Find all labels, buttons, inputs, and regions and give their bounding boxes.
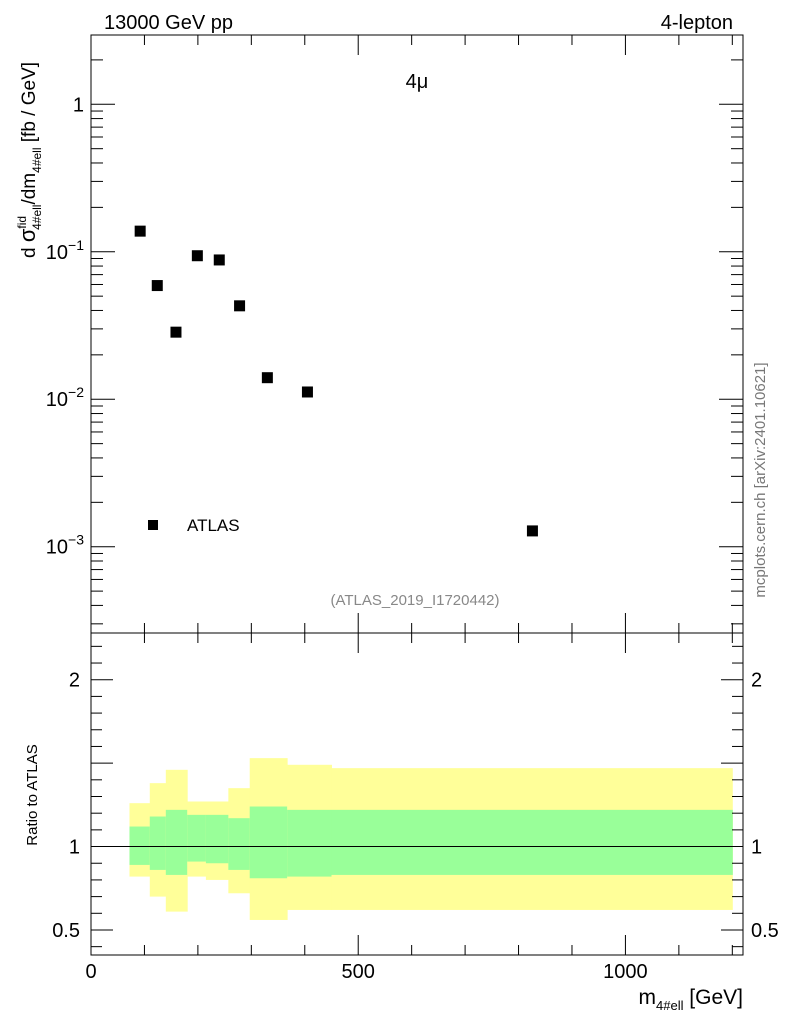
inner-band [228, 818, 251, 870]
inner-band [187, 814, 207, 862]
x-tick-label: 1000 [603, 961, 648, 983]
y-tick-label: 10−1 [46, 237, 84, 264]
header-left: 13000 GeV pp [104, 12, 233, 34]
inner-band [287, 809, 332, 877]
data-point [213, 254, 225, 266]
reference-label: (ATLAS_2019_I1720442) [330, 592, 499, 609]
main-axis-ticks: 1 10−1 10−2 10−3 [46, 35, 743, 633]
ratio-y-tick-label: 1 [69, 837, 80, 859]
ratio-plot-frame [90, 632, 744, 956]
ratio-y-tick-label: 0.5 [52, 920, 80, 942]
main-plot-panel: 1 10−1 10−2 10−3 4μ (ATLAS_2019_I1720442) A… [15, 34, 744, 634]
inner-band [331, 809, 733, 875]
inner-band [249, 806, 288, 879]
inner-band [165, 809, 188, 875]
data-point [234, 300, 246, 312]
x-axis-label: m4#ell [GeV] [639, 986, 744, 1013]
data-point [151, 280, 163, 292]
x-tick-label: 500 [342, 961, 375, 983]
ratio-y-tick-label-right: 2 [751, 670, 762, 692]
data-points [134, 225, 538, 537]
ratio-y-axis-label: Ratio to ATLAS [24, 744, 41, 845]
panel-title: 4μ [406, 71, 429, 93]
data-point [134, 225, 146, 237]
inner-band [129, 826, 151, 865]
data-point [261, 372, 273, 384]
data-point [191, 250, 203, 262]
data-point [170, 326, 182, 338]
ratio-y-tick-label-right: 1 [751, 837, 762, 859]
header-right: 4-lepton [661, 12, 733, 34]
legend-label: ATLAS [187, 516, 240, 535]
legend-marker [148, 520, 158, 530]
y-tick-label: 1 [73, 94, 84, 116]
main-y-axis-label: d σfid4#ell/dm4#ell [fb / GeV] [15, 62, 44, 258]
ratio-y-tick-label: 2 [69, 670, 80, 692]
ratio-y-tick-label-right: 0.5 [751, 920, 779, 942]
x-tick-label: 0 [85, 961, 96, 983]
data-point [526, 525, 538, 537]
y-tick-label: 10−3 [46, 532, 84, 559]
inner-band [149, 816, 167, 870]
inner-band [205, 814, 229, 864]
uncertainty-bands [129, 758, 733, 920]
ratio-plot-panel: 0 500 1000 0.5 0.5 1 1 2 2 Ratio to ATLAS m4#ell… [24, 632, 779, 1013]
y-tick-label: 10−2 [46, 384, 84, 411]
watermark: mcplots.cern.ch [arXiv:2401.10621] [752, 362, 769, 597]
main-plot-frame [90, 34, 744, 634]
data-point [301, 386, 313, 398]
